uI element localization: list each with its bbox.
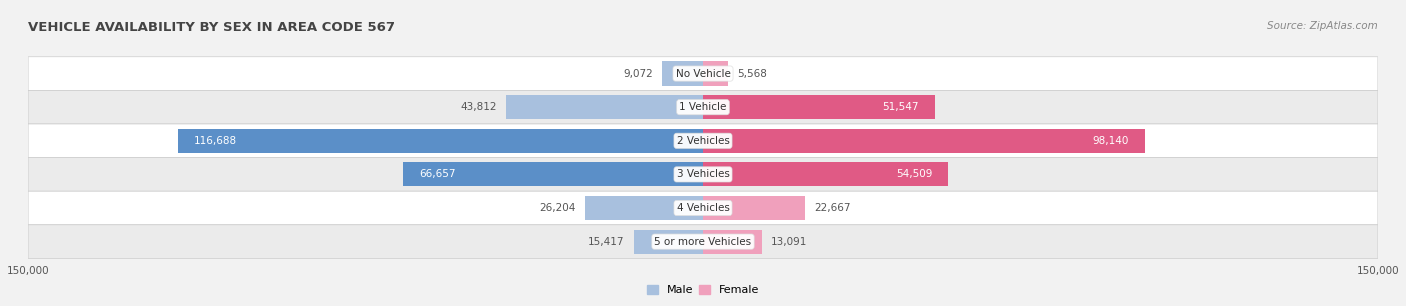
FancyBboxPatch shape xyxy=(28,57,1378,90)
Legend: Male, Female: Male, Female xyxy=(643,280,763,300)
Text: 5 or more Vehicles: 5 or more Vehicles xyxy=(654,237,752,247)
Bar xyxy=(703,129,1144,153)
FancyBboxPatch shape xyxy=(28,225,1378,259)
Text: 51,547: 51,547 xyxy=(883,102,920,112)
FancyBboxPatch shape xyxy=(28,90,1378,124)
Text: 2 Vehicles: 2 Vehicles xyxy=(676,136,730,146)
Text: 116,688: 116,688 xyxy=(194,136,236,146)
Text: Source: ZipAtlas.com: Source: ZipAtlas.com xyxy=(1267,21,1378,32)
Text: 1 Vehicle: 1 Vehicle xyxy=(679,102,727,112)
FancyBboxPatch shape xyxy=(28,124,1378,158)
Text: 26,204: 26,204 xyxy=(540,203,576,213)
Bar xyxy=(703,196,806,220)
Text: 9,072: 9,072 xyxy=(623,69,654,79)
Bar xyxy=(404,162,703,186)
Bar xyxy=(703,62,728,86)
Text: 3 Vehicles: 3 Vehicles xyxy=(676,170,730,179)
Bar xyxy=(179,129,703,153)
Bar xyxy=(634,230,703,254)
Text: 98,140: 98,140 xyxy=(1092,136,1129,146)
Text: 22,667: 22,667 xyxy=(814,203,851,213)
Bar xyxy=(662,62,703,86)
Bar xyxy=(506,95,703,119)
Text: 43,812: 43,812 xyxy=(460,102,496,112)
Text: 5,568: 5,568 xyxy=(737,69,766,79)
Bar xyxy=(703,162,948,186)
Text: 66,657: 66,657 xyxy=(419,170,456,179)
Text: VEHICLE AVAILABILITY BY SEX IN AREA CODE 567: VEHICLE AVAILABILITY BY SEX IN AREA CODE… xyxy=(28,21,395,34)
Text: 54,509: 54,509 xyxy=(896,170,932,179)
Text: No Vehicle: No Vehicle xyxy=(675,69,731,79)
Text: 13,091: 13,091 xyxy=(770,237,807,247)
Bar xyxy=(703,95,935,119)
FancyBboxPatch shape xyxy=(28,158,1378,191)
Bar xyxy=(703,230,762,254)
Bar xyxy=(585,196,703,220)
FancyBboxPatch shape xyxy=(28,191,1378,225)
Text: 4 Vehicles: 4 Vehicles xyxy=(676,203,730,213)
Text: 15,417: 15,417 xyxy=(588,237,624,247)
